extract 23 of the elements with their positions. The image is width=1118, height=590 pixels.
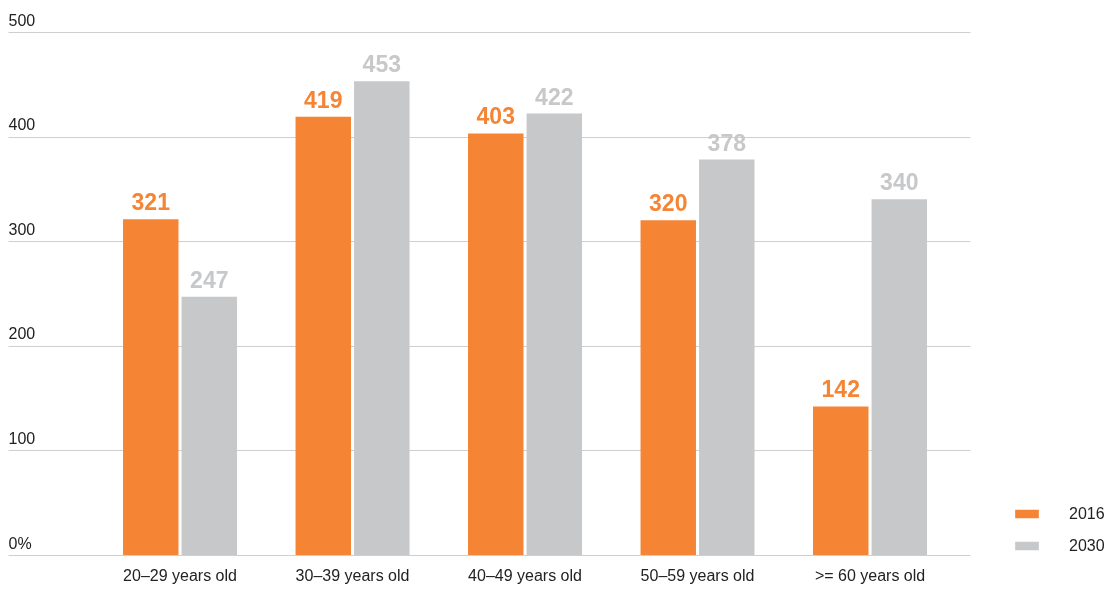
y-tick-label: 100 (8, 429, 36, 447)
y-tick-label: 200 (8, 325, 36, 343)
x-tick-label: 40–49 years old (468, 566, 582, 584)
y-tick-label: 400 (8, 116, 36, 134)
x-tick-label: 20–29 years old (123, 566, 237, 584)
data-label: 378 (707, 129, 747, 156)
data-label: 142 (821, 376, 860, 403)
data-label: 422 (535, 83, 574, 110)
data-label: 321 (131, 189, 171, 216)
y-tick-label: 500 (8, 11, 36, 29)
x-tick-label: 50–59 years old (640, 566, 755, 584)
data-label: 403 (476, 103, 515, 130)
data-label: 453 (362, 51, 401, 78)
data-label: 247 (190, 266, 229, 293)
x-tick-label: >= 60 years old (814, 566, 926, 584)
legend-label: 2016 (1069, 505, 1105, 522)
data-label: 320 (649, 190, 688, 217)
data-label: 340 (880, 169, 919, 196)
legend-label: 2030 (1069, 537, 1105, 554)
y-tick-label: 300 (8, 220, 36, 238)
data-label: 419 (304, 86, 343, 113)
y-tick-label: 0% (8, 534, 32, 552)
x-tick-label: 30–39 years old (295, 566, 410, 584)
